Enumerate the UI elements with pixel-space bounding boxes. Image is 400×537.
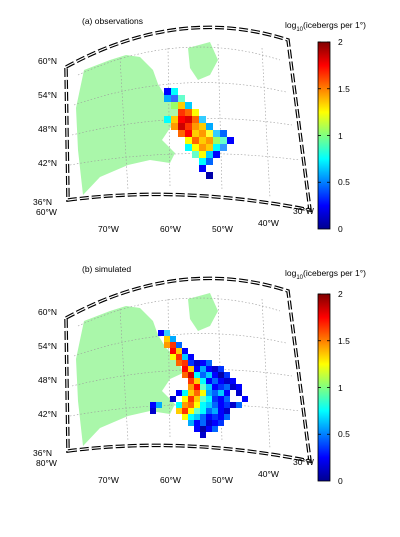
panel-observations: (a) observations xyxy=(33,16,366,234)
lon-label-60-b: 60°W xyxy=(160,475,181,485)
lat-label-48-b: 48°N xyxy=(38,375,57,385)
graticule-b xyxy=(69,294,301,450)
colorbar-b-tick-0.5: 0.5 xyxy=(338,429,350,439)
panel-simulated: (b) simulated xyxy=(33,264,366,486)
lat-label-54: 54°N xyxy=(38,90,57,100)
colorbar-a-tick-2: 2 xyxy=(338,37,343,47)
lat-label-48: 48°N xyxy=(38,124,57,134)
colorbar-b-label: log10(icebergs per 1°) xyxy=(285,268,366,281)
lon-label-50-b: 50°W xyxy=(212,475,233,485)
panel-b-title: (b) simulated xyxy=(82,264,131,274)
colorbar-b-tick-1: 1 xyxy=(338,383,343,393)
lon-label-80: 60°W xyxy=(36,207,57,217)
map-b xyxy=(64,276,313,464)
colorbar-a-tick-0.5: 0.5 xyxy=(338,177,350,187)
lon-label-40-b: 40°W xyxy=(258,469,279,479)
lat-label-60-b: 60°N xyxy=(38,307,57,317)
colorbar-b-tick-2: 2 xyxy=(338,289,343,299)
lon-label-40: 40°W xyxy=(258,218,279,228)
land-labrador-a xyxy=(76,55,183,195)
lon-label-60: 60°W xyxy=(160,224,181,234)
lat-label-42-b: 42°N xyxy=(38,409,57,419)
lon-label-70-b: 70°W xyxy=(98,475,119,485)
lat-label-42: 42°N xyxy=(38,158,57,168)
lon-label-70: 70°W xyxy=(98,224,119,234)
colorbar-a-tick-1: 1 xyxy=(338,131,343,141)
colorbar-b-tick-0: 0 xyxy=(338,476,343,486)
heatmap-b xyxy=(150,330,248,438)
colorbar-b-tick-1.5: 1.5 xyxy=(338,336,350,346)
lat-label-36: 36°N xyxy=(33,197,52,207)
lat-label-54-b: 54°N xyxy=(38,341,57,351)
map-a xyxy=(64,25,313,213)
panel-a-title: (a) observations xyxy=(82,16,143,26)
land-greenland-b xyxy=(188,293,218,331)
colorbar-a-label: log10(icebergs per 1°) xyxy=(285,20,366,33)
colorbar-a-tick-0: 0 xyxy=(338,224,343,234)
lon-label-30: 30°W xyxy=(293,206,314,216)
colorbar-b: log10(icebergs per 1°) 2 1.5 1 0.5 0 xyxy=(285,268,366,486)
land-greenland-a xyxy=(188,42,218,80)
colorbar-a: log10(icebergs per 1°) 2 1.5 1 0.5 0 xyxy=(285,20,366,234)
lon-label-50: 50°W xyxy=(212,224,233,234)
heatmap-a xyxy=(164,88,234,179)
lon-label-80-b: 80°W xyxy=(36,458,57,468)
lat-label-60: 60°N xyxy=(38,56,57,66)
lat-label-36-b: 36°N xyxy=(33,448,52,458)
colorbar-a-tick-1.5: 1.5 xyxy=(338,84,350,94)
graticule-a xyxy=(69,43,301,199)
land-labrador-b xyxy=(76,306,183,446)
lon-label-30-b: 30°W xyxy=(293,457,314,467)
